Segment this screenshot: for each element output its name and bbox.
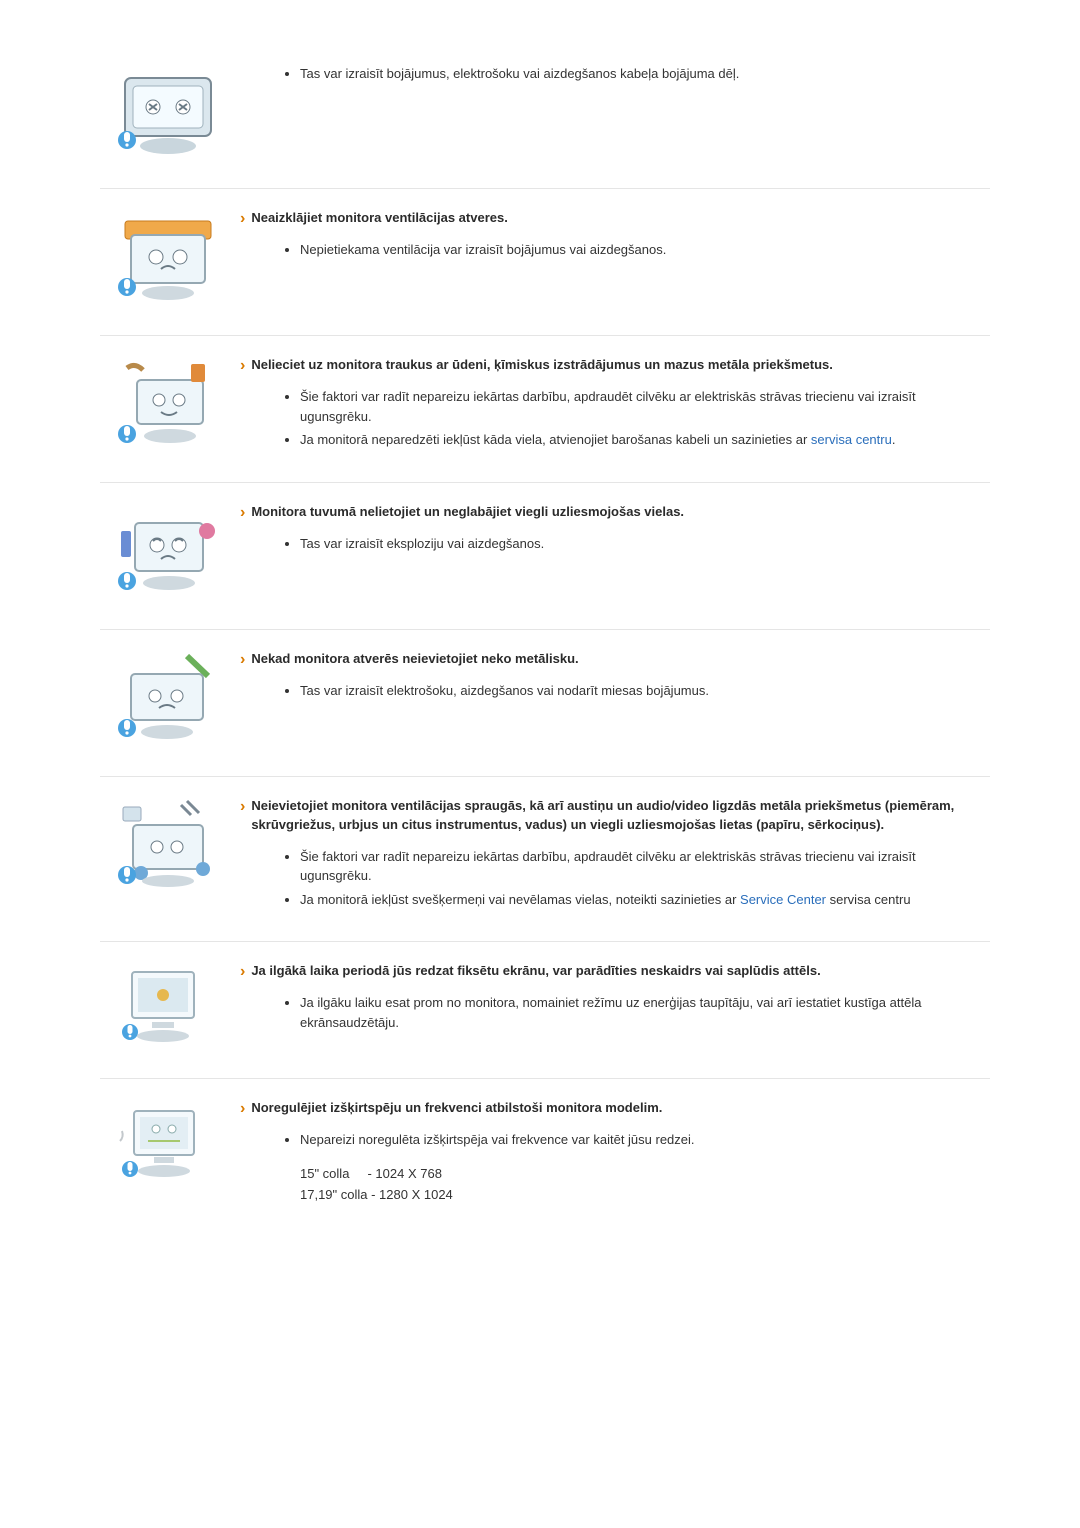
warning-item-vent-slots: › Neievietojiet monitora ventilācijas sp… xyxy=(100,777,990,942)
resolution-row: 17,19" colla - 1280 X 1024 xyxy=(300,1185,990,1206)
bullet-text: Šie faktori var radīt nepareizu iekārtas… xyxy=(300,387,970,426)
illustration-monitor-damage xyxy=(100,60,235,160)
bullets: Tas var izraisīt bojājumus, elektrošoku … xyxy=(300,64,970,84)
arrow-icon: › xyxy=(240,356,245,375)
heading: › Nekad monitora atverēs neievietojiet n… xyxy=(240,650,990,669)
illustration-monitor-metal xyxy=(100,648,235,748)
warning-item-metal-objects: › Nekad monitora atverēs neievietojiet n… xyxy=(100,630,990,777)
heading: › Noregulējiet izšķirtspēju un frekvenci… xyxy=(240,1099,990,1118)
illustration-monitor-resolution xyxy=(100,1097,235,1187)
arrow-icon: › xyxy=(240,650,245,669)
warning-item-resolution: › Noregulējiet izšķirtspēju un frekvenci… xyxy=(100,1079,990,1233)
heading-text: Neaizklājiet monitora ventilācijas atver… xyxy=(251,209,508,228)
heading-text: Ja ilgākā laika periodā jūs redzat fiksē… xyxy=(251,962,820,981)
bullet-text: Nepareizi noregulēta izšķirtspēja vai fr… xyxy=(300,1130,970,1150)
heading-text: Nekad monitora atverēs neievietojiet nek… xyxy=(251,650,578,669)
arrow-icon: › xyxy=(240,503,245,522)
illustration-monitor-liquids xyxy=(100,354,235,454)
bullets: Šie faktori var radīt nepareizu iekārtas… xyxy=(300,847,970,910)
bullet-text: Ja ilgāku laiku esat prom no monitora, n… xyxy=(300,993,970,1032)
heading: › Nelieciet uz monitora traukus ar ūdeni… xyxy=(240,356,990,375)
bullet-text: Tas var izraisīt elektrošoku, aizdegšano… xyxy=(300,681,970,701)
bullet-text: Tas var izraisīt eksploziju vai aizdegša… xyxy=(300,534,970,554)
heading: › Neievietojiet monitora ventilācijas sp… xyxy=(240,797,990,835)
warning-item-ventilation: › Neaizklājiet monitora ventilācijas atv… xyxy=(100,189,990,336)
resolution-table: 15" colla - 1024 X 768 17,19" colla - 12… xyxy=(300,1164,990,1206)
heading: › Monitora tuvumā nelietojiet un neglabā… xyxy=(240,503,990,522)
heading-text: Monitora tuvumā nelietojiet un neglabāji… xyxy=(251,503,684,522)
heading-text: Neievietojiet monitora ventilācijas spra… xyxy=(251,797,990,835)
illustration-monitor-tools xyxy=(100,795,235,895)
bullets: Šie faktori var radīt nepareizu iekārtas… xyxy=(300,387,970,450)
warning-item-static-image: › Ja ilgākā laika periodā jūs redzat fik… xyxy=(100,942,990,1079)
bullet-text: Ja monitorā neparedzēti iekļūst kāda vie… xyxy=(300,430,970,450)
bullets: Nepareizi noregulēta izšķirtspēja vai fr… xyxy=(300,1130,970,1150)
bullet-text: Nepietiekama ventilācija var izraisīt bo… xyxy=(300,240,970,260)
illustration-monitor-covered xyxy=(100,207,235,307)
bullets: Nepietiekama ventilācija var izraisīt bo… xyxy=(300,240,970,260)
resolution-row: 15" colla - 1024 X 768 xyxy=(300,1164,990,1185)
illustration-monitor-flammable xyxy=(100,501,235,601)
arrow-icon: › xyxy=(240,962,245,981)
arrow-icon: › xyxy=(240,209,245,228)
bullets: Tas var izraisīt elektrošoku, aizdegšano… xyxy=(300,681,970,701)
bullet-text: Tas var izraisīt bojājumus, elektrošoku … xyxy=(300,64,970,84)
warning-item-cable-damage: › Tas var izraisīt bojājumus, elektrošok… xyxy=(100,60,990,189)
bullet-text: Ja monitorā iekļūst svešķermeņi vai nevē… xyxy=(300,890,970,910)
bullets: Tas var izraisīt eksploziju vai aizdegša… xyxy=(300,534,970,554)
bullets: Ja ilgāku laiku esat prom no monitora, n… xyxy=(300,993,970,1032)
warning-item-liquids: › Nelieciet uz monitora traukus ar ūdeni… xyxy=(100,336,990,483)
heading-text: Noregulējiet izšķirtspēju un frekvenci a… xyxy=(251,1099,662,1118)
arrow-icon: › xyxy=(240,1099,245,1118)
heading-text: Nelieciet uz monitora traukus ar ūdeni, … xyxy=(251,356,833,375)
bullet-text: Šie faktori var radīt nepareizu iekārtas… xyxy=(300,847,970,886)
arrow-icon: › xyxy=(240,797,245,816)
warning-item-flammable: › Monitora tuvumā nelietojiet un neglabā… xyxy=(100,483,990,630)
illustration-monitor-screensaver xyxy=(100,960,235,1050)
heading: › Ja ilgākā laika periodā jūs redzat fik… xyxy=(240,962,990,981)
heading: › Neaizklājiet monitora ventilācijas atv… xyxy=(240,209,990,228)
